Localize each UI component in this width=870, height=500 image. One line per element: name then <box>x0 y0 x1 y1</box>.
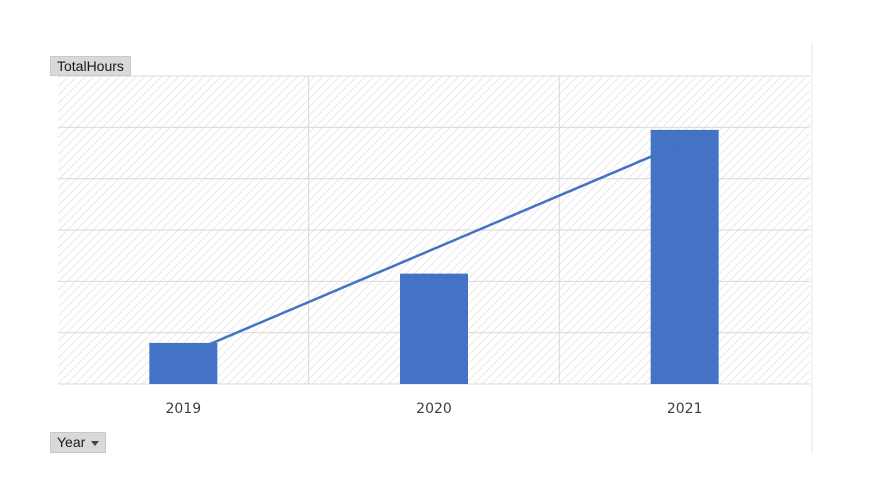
x-tick-label-2019: 2019 <box>166 401 202 417</box>
bar-2019 <box>149 342 218 384</box>
x-tick-label-2021: 2021 <box>667 401 703 417</box>
value-field-label: TotalHours <box>57 58 124 74</box>
x-tick-label-2020: 2020 <box>416 401 452 417</box>
bars <box>149 129 719 384</box>
x-axis-tick-labels: 2019 2020 2021 <box>166 401 703 417</box>
bar-2020 <box>400 273 468 384</box>
trendline <box>182 141 686 357</box>
value-field-button[interactable]: TotalHours <box>50 56 131 76</box>
bar-2021 <box>650 129 719 384</box>
chevron-down-icon <box>91 440 100 446</box>
axis-field-button[interactable]: Year <box>50 432 107 453</box>
axis-field-label: Year <box>57 434 86 450</box>
